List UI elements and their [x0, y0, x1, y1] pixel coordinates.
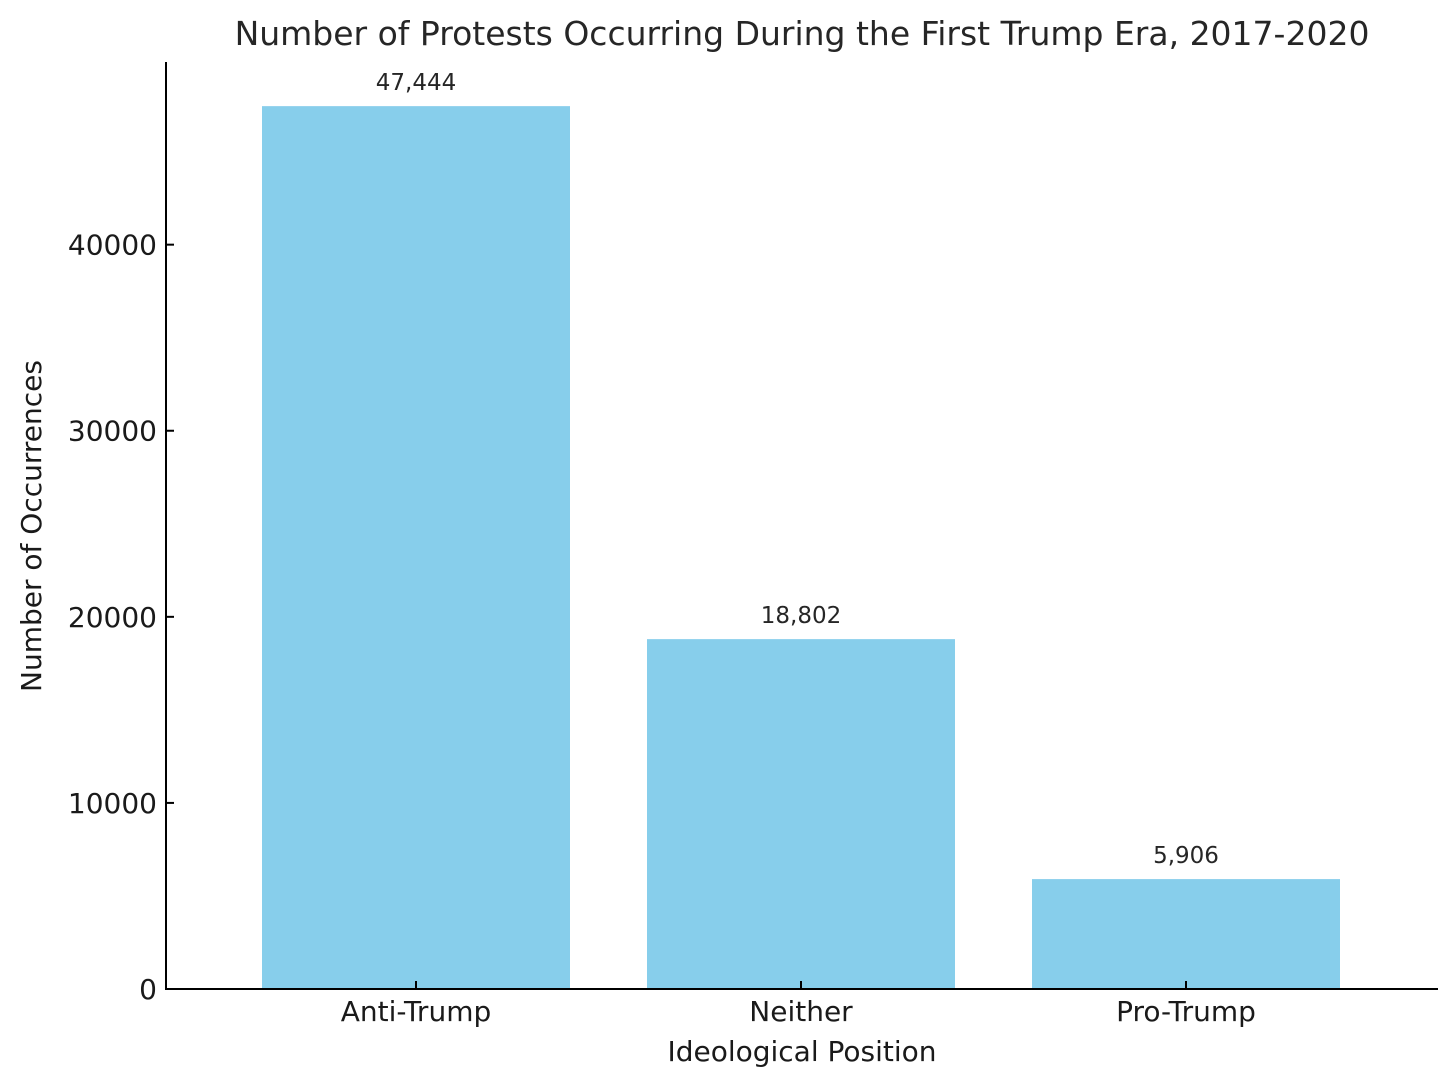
y-axis-label: Number of Occurrences — [15, 360, 48, 692]
chart-title: Number of Protests Occurring During the … — [235, 14, 1370, 53]
data-label-pro-trump: 5,906 — [1153, 843, 1219, 869]
data-labels-group: 47,444 18,802 5,906 — [376, 70, 1219, 869]
x-ticks-group: Anti-Trump Neither Pro-Trump — [341, 981, 1256, 1028]
y-tick-label: 0 — [139, 973, 157, 1006]
x-tick-label: Pro-Trump — [1116, 995, 1256, 1028]
bar-pro-trump — [1032, 879, 1340, 989]
bars-group — [262, 106, 1340, 990]
y-tick-label: 40000 — [68, 229, 157, 262]
y-tick-label: 20000 — [68, 601, 157, 634]
y-ticks-group: 0 10000 20000 30000 40000 — [68, 229, 174, 1006]
x-axis-label: Ideological Position — [667, 1035, 936, 1068]
y-tick-label: 10000 — [68, 787, 157, 820]
x-tick-label: Neither — [749, 995, 853, 1028]
data-label-anti-trump: 47,444 — [376, 70, 456, 96]
y-tick-label: 30000 — [68, 415, 157, 448]
data-label-neither: 18,802 — [761, 603, 841, 629]
bar-neither — [647, 639, 955, 989]
bar-anti-trump — [262, 106, 570, 990]
x-tick-label: Anti-Trump — [341, 995, 492, 1028]
